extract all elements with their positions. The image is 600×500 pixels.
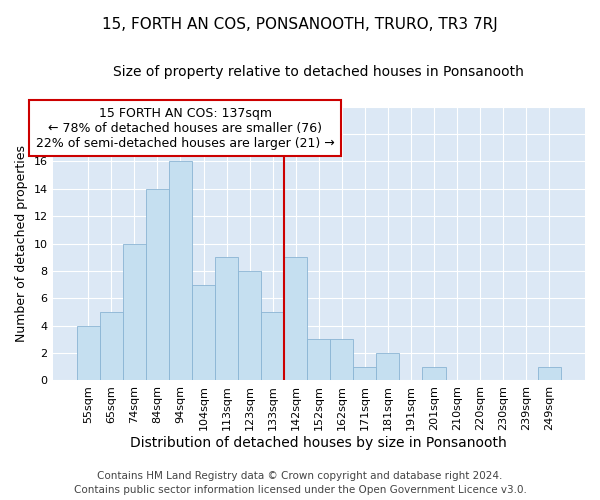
Text: Contains HM Land Registry data © Crown copyright and database right 2024.
Contai: Contains HM Land Registry data © Crown c… [74,471,526,495]
Y-axis label: Number of detached properties: Number of detached properties [15,145,28,342]
Text: 15, FORTH AN COS, PONSANOOTH, TRURO, TR3 7RJ: 15, FORTH AN COS, PONSANOOTH, TRURO, TR3… [102,18,498,32]
Bar [215,257,238,380]
Bar [330,340,353,380]
Bar [284,257,307,380]
Bar [123,244,146,380]
Bar [238,271,261,380]
Bar [538,367,561,380]
Bar [77,326,100,380]
Bar [307,340,330,380]
Bar [146,188,169,380]
X-axis label: Distribution of detached houses by size in Ponsanooth: Distribution of detached houses by size … [130,436,507,450]
Bar [353,367,376,380]
Bar [192,284,215,380]
Bar [376,353,400,380]
Title: Size of property relative to detached houses in Ponsanooth: Size of property relative to detached ho… [113,65,524,79]
Bar [169,162,192,380]
Bar [422,367,446,380]
Bar [100,312,123,380]
Text: 15 FORTH AN COS: 137sqm
← 78% of detached houses are smaller (76)
22% of semi-de: 15 FORTH AN COS: 137sqm ← 78% of detache… [36,106,334,150]
Bar [261,312,284,380]
